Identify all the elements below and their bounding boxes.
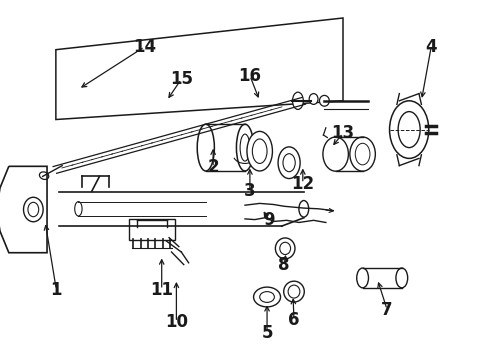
Ellipse shape: [323, 137, 348, 171]
Ellipse shape: [254, 287, 281, 307]
Ellipse shape: [278, 147, 300, 179]
Text: 1: 1: [50, 281, 62, 299]
FancyBboxPatch shape: [129, 219, 175, 240]
Ellipse shape: [197, 124, 214, 171]
Ellipse shape: [357, 268, 368, 288]
Ellipse shape: [28, 202, 39, 217]
Text: 5: 5: [261, 324, 273, 342]
Text: 8: 8: [278, 256, 290, 274]
Ellipse shape: [240, 134, 250, 161]
Text: 10: 10: [165, 313, 188, 331]
Ellipse shape: [350, 137, 375, 171]
Text: 14: 14: [133, 38, 156, 56]
Text: 9: 9: [263, 211, 274, 229]
Ellipse shape: [275, 238, 295, 259]
Ellipse shape: [398, 112, 420, 148]
Ellipse shape: [283, 154, 295, 172]
Ellipse shape: [293, 92, 303, 109]
Ellipse shape: [237, 124, 254, 171]
Text: 4: 4: [425, 38, 437, 56]
Ellipse shape: [24, 197, 43, 222]
Ellipse shape: [288, 285, 300, 298]
Ellipse shape: [390, 101, 429, 158]
Ellipse shape: [284, 281, 304, 302]
Ellipse shape: [252, 139, 267, 163]
Ellipse shape: [74, 202, 82, 216]
Text: 6: 6: [288, 311, 300, 329]
Text: 11: 11: [150, 281, 173, 299]
Ellipse shape: [319, 95, 329, 106]
Ellipse shape: [247, 131, 272, 171]
Ellipse shape: [299, 201, 309, 217]
Ellipse shape: [355, 143, 370, 165]
Ellipse shape: [396, 268, 408, 288]
Text: 12: 12: [291, 175, 315, 193]
Text: 7: 7: [381, 301, 393, 319]
Text: 13: 13: [331, 124, 355, 142]
Ellipse shape: [260, 292, 274, 302]
Ellipse shape: [280, 242, 291, 255]
Ellipse shape: [309, 94, 318, 104]
Text: 16: 16: [239, 67, 261, 85]
Text: 15: 15: [170, 70, 193, 88]
Ellipse shape: [39, 172, 49, 180]
Text: 3: 3: [244, 182, 256, 200]
Text: 2: 2: [207, 158, 219, 176]
